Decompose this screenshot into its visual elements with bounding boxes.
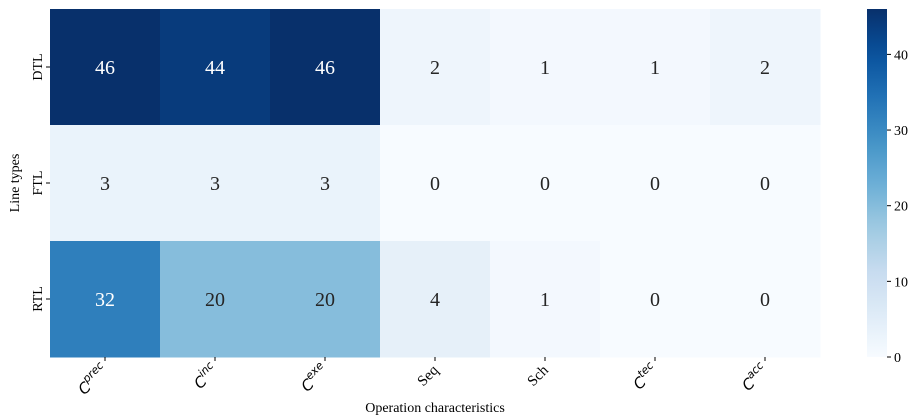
heatmap-cell [270, 241, 381, 358]
y-tick-label: DTL [31, 53, 46, 80]
heatmap-cell [380, 125, 491, 242]
heatmap-cell [270, 125, 381, 242]
heatmap-cell [600, 9, 711, 126]
heatmap-cells [50, 9, 821, 358]
cell-value-label: 0 [650, 173, 660, 195]
y-tick-label: FTL [31, 171, 46, 196]
cell-value-label: 2 [760, 57, 770, 79]
x-axis: Cprec Cinc Cexe Seq Sch Ctec Cacc [72, 357, 772, 398]
colorbar-tick-label: 30 [894, 124, 908, 139]
x-tick-label: Cinc [188, 359, 222, 393]
heatmap-cell [50, 9, 161, 126]
heatmap-cell [600, 241, 711, 358]
x-tick-label: Sch [525, 362, 553, 390]
cell-value-label: 0 [540, 173, 550, 195]
cell-value-label: 0 [650, 289, 660, 311]
colorbar-tick-label: 40 [894, 48, 908, 63]
x-tick-label-base: Seq [415, 362, 443, 390]
cell-value-label: 46 [95, 57, 115, 79]
cell-value-label: 46 [315, 57, 335, 79]
cell-value-label: 0 [760, 173, 770, 195]
colorbar-tick-label: 20 [894, 200, 908, 215]
heatmap-cell [160, 9, 271, 126]
colorbar-gradient [867, 9, 887, 357]
cell-value-label: 1 [540, 57, 550, 79]
cell-value-label: 1 [540, 289, 550, 311]
heatmap-cell [710, 125, 821, 242]
cell-value-label: 3 [210, 173, 220, 195]
y-axis: DTL FTL RTL [31, 53, 50, 312]
heatmap-cell [490, 9, 601, 126]
cell-value-label: 0 [760, 289, 770, 311]
heatmap-cell [380, 9, 491, 126]
y-axis-label: Line types [8, 154, 23, 213]
heatmap-cell [710, 241, 821, 358]
x-axis-label: Operation characteristics [365, 401, 505, 416]
cell-value-label: 3 [100, 173, 110, 195]
heatmap-cell [270, 9, 381, 126]
heatmap-cell [50, 125, 161, 242]
heatmap-cell [490, 241, 601, 358]
heatmap-cell [710, 9, 821, 126]
x-tick-label: Cexe [295, 359, 332, 396]
heatmap-cell [490, 125, 601, 242]
cell-value-label: 32 [95, 289, 115, 311]
x-tick-label-base: Sch [525, 362, 553, 390]
cell-value-label: 1 [650, 57, 660, 79]
cell-value-label: 20 [205, 289, 225, 311]
cell-value-label: 0 [430, 173, 440, 195]
colorbar: 0 10 20 30 40 [867, 9, 908, 366]
y-tick-label: RTL [31, 286, 46, 312]
cell-value-label: 3 [320, 173, 330, 195]
heatmap-cell [160, 241, 271, 358]
heatmap-cell [160, 125, 271, 242]
heatmap-cell-labels: 46 44 46 2 1 1 2 3 3 3 0 0 0 0 32 20 20 4 1 0 0 [95, 57, 770, 311]
cell-value-label: 4 [430, 289, 440, 311]
colorbar-tick-label: 10 [894, 275, 908, 290]
cell-value-label: 44 [205, 57, 225, 79]
x-tick-label: Seq [415, 362, 443, 390]
x-tick-label: Cprec [72, 359, 111, 398]
x-tick-label: Cacc [736, 359, 772, 395]
colorbar-tick-label: 0 [894, 351, 901, 366]
x-tick-label: Ctec [627, 359, 661, 393]
heatmap-cell [600, 125, 711, 242]
heatmap-cell [380, 241, 491, 358]
cell-value-label: 20 [315, 289, 335, 311]
cell-value-label: 2 [430, 57, 440, 79]
heatmap-cell [50, 241, 161, 358]
